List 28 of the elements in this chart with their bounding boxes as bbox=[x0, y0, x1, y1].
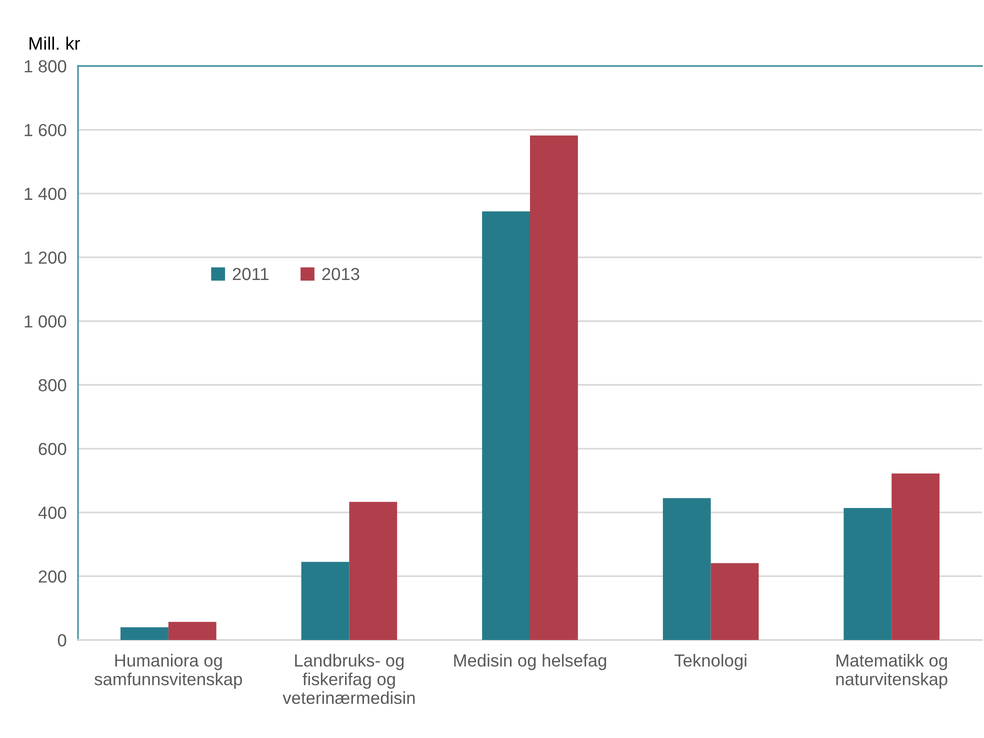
legend-label: 2011 bbox=[232, 268, 268, 280]
y-tick-label: 600 bbox=[38, 442, 66, 456]
y-tick-label: 400 bbox=[38, 506, 66, 519]
bar bbox=[710, 563, 759, 640]
bar bbox=[662, 498, 711, 640]
y-tick-label: 1 800 bbox=[24, 60, 66, 72]
x-tick-label: Matematikk og naturvitenskap bbox=[836, 654, 948, 689]
bar bbox=[349, 502, 398, 640]
y-tick-label: 0 bbox=[58, 634, 66, 646]
bar bbox=[301, 562, 350, 640]
y-tick-label: 1 200 bbox=[24, 252, 66, 264]
legend-label: 2013 bbox=[322, 268, 360, 280]
bar bbox=[530, 136, 578, 640]
y-axis-title: Mill. kr bbox=[30, 36, 80, 50]
bar bbox=[168, 622, 216, 640]
y-tick-label: 1 000 bbox=[24, 315, 66, 328]
x-tick-label: Teknologi bbox=[674, 654, 746, 670]
bar bbox=[482, 211, 530, 640]
x-tick-label: Landbruks- og fiskerifag og veterinærmedisin bbox=[282, 654, 415, 704]
x-tick-label: Humaniora og samfunnsvitenskap bbox=[94, 654, 242, 689]
y-tick-label: 200 bbox=[38, 570, 66, 583]
y-tick-label: 1 400 bbox=[24, 188, 66, 200]
bar bbox=[120, 627, 168, 640]
y-tick-label: 800 bbox=[38, 379, 66, 392]
y-tick-label: 1 600 bbox=[24, 124, 66, 136]
bar bbox=[844, 508, 892, 640]
bar bbox=[892, 474, 940, 640]
x-tick-label: Medisin og helsefag bbox=[454, 654, 606, 670]
